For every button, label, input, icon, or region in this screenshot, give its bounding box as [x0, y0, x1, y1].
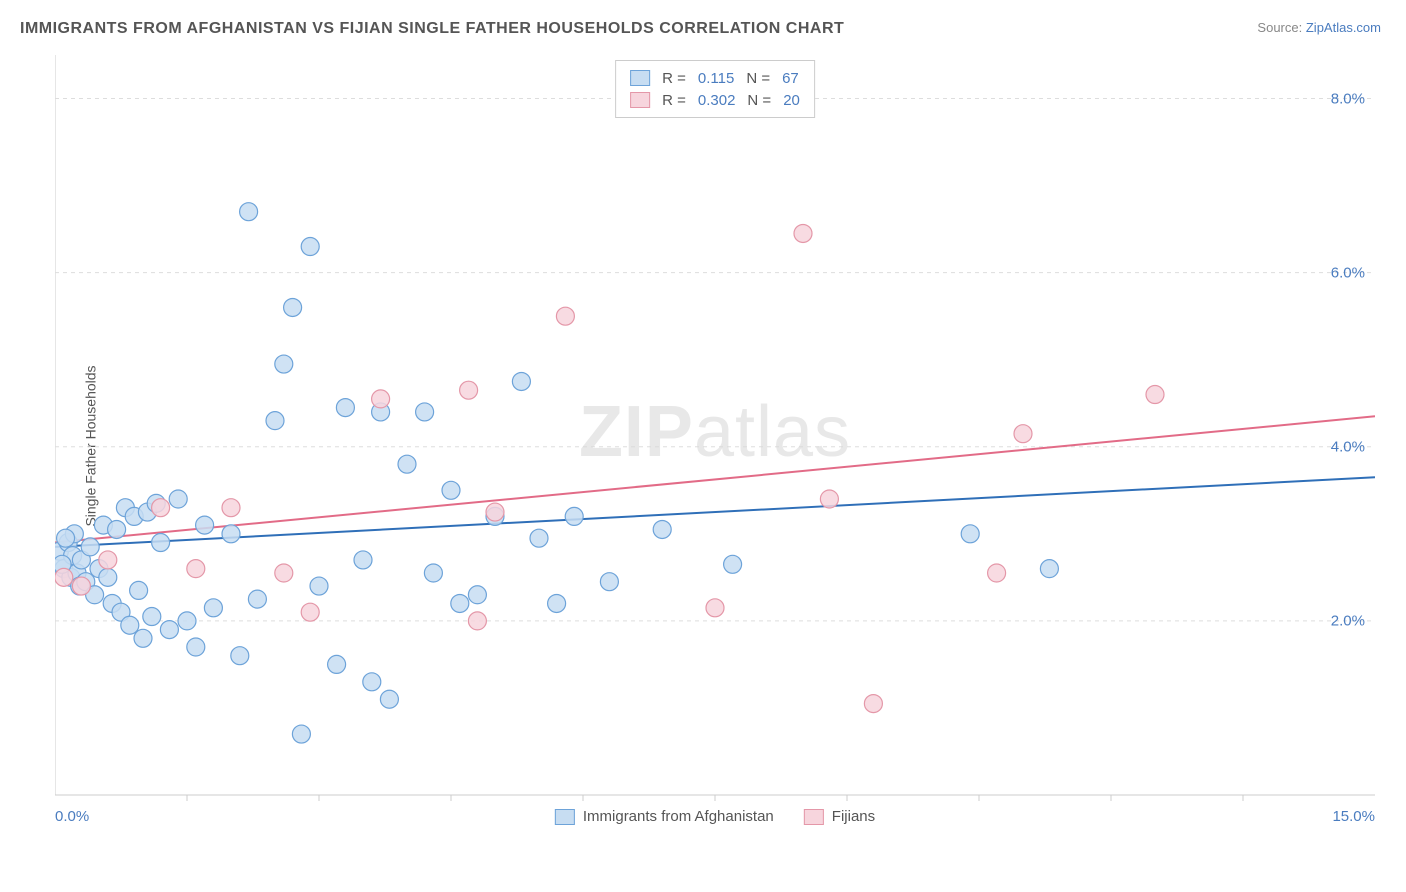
data-point [468, 586, 486, 604]
data-point [99, 551, 117, 569]
data-point [442, 481, 460, 499]
data-point [301, 238, 319, 256]
data-point [275, 355, 293, 373]
data-point [169, 490, 187, 508]
data-point [130, 581, 148, 599]
data-point [57, 529, 75, 547]
data-point [134, 629, 152, 647]
data-point [468, 612, 486, 630]
legend-item: Immigrants from Afghanistan [555, 808, 774, 825]
data-point [706, 599, 724, 617]
data-point [55, 568, 73, 586]
data-point [794, 224, 812, 242]
data-point [108, 520, 126, 538]
data-point [310, 577, 328, 595]
data-point [143, 608, 161, 626]
data-point [160, 621, 178, 639]
data-point [301, 603, 319, 621]
data-point [363, 673, 381, 691]
data-point [460, 381, 478, 399]
data-point [204, 599, 222, 617]
data-point [266, 412, 284, 430]
data-point [565, 507, 583, 525]
data-point [152, 534, 170, 552]
data-point [451, 594, 469, 612]
y-tick-label: 4.0% [1331, 438, 1365, 455]
data-point [1146, 386, 1164, 404]
data-point [81, 538, 99, 556]
data-point [556, 307, 574, 325]
chart-container: IMMIGRANTS FROM AFGHANISTAN VS FIJIAN SI… [0, 0, 1406, 892]
chart-area: ZIPatlas R =0.115N =67R =0.302N =20 Immi… [55, 55, 1375, 825]
data-point [530, 529, 548, 547]
data-point [99, 568, 117, 586]
data-point [1040, 560, 1058, 578]
legend-correlation: R =0.115N =67R =0.302N =20 [615, 60, 815, 118]
data-point [372, 390, 390, 408]
y-tick-label: 6.0% [1331, 264, 1365, 281]
data-point [416, 403, 434, 421]
legend-series: Immigrants from Afghanistan Fijians [555, 808, 875, 825]
data-point [354, 551, 372, 569]
data-point [600, 573, 618, 591]
y-tick-label: 8.0% [1331, 90, 1365, 107]
x-axis-min-label: 0.0% [55, 808, 89, 825]
legend-row: R =0.302N =20 [630, 89, 800, 111]
data-point [248, 590, 266, 608]
data-point [724, 555, 742, 573]
legend-item: Fijians [804, 808, 875, 825]
data-point [187, 560, 205, 578]
data-point [187, 638, 205, 656]
data-point [424, 564, 442, 582]
data-point [380, 690, 398, 708]
data-point [240, 203, 258, 221]
data-point [988, 564, 1006, 582]
data-point [121, 616, 139, 634]
y-tick-label: 2.0% [1331, 612, 1365, 629]
data-point [653, 520, 671, 538]
chart-title: IMMIGRANTS FROM AFGHANISTAN VS FIJIAN SI… [20, 20, 844, 38]
data-point [275, 564, 293, 582]
data-point [152, 499, 170, 517]
x-axis-max-label: 15.0% [1332, 808, 1375, 825]
data-point [820, 490, 838, 508]
legend-swatch [555, 809, 575, 825]
scatter-chart-svg [55, 55, 1375, 825]
legend-row: R =0.115N =67 [630, 67, 800, 89]
legend-swatch [630, 70, 650, 86]
legend-swatch [804, 809, 824, 825]
data-point [336, 399, 354, 417]
data-point [398, 455, 416, 473]
source-link[interactable]: ZipAtlas.com [1306, 20, 1381, 35]
source-label: Source: ZipAtlas.com [1257, 20, 1381, 35]
data-point [486, 503, 504, 521]
data-point [328, 655, 346, 673]
data-point [512, 372, 530, 390]
data-point [548, 594, 566, 612]
data-point [231, 647, 249, 665]
data-point [1014, 425, 1032, 443]
data-point [72, 577, 90, 595]
legend-swatch [630, 92, 650, 108]
data-point [292, 725, 310, 743]
data-point [961, 525, 979, 543]
data-point [222, 499, 240, 517]
data-point [178, 612, 196, 630]
data-point [864, 695, 882, 713]
data-point [196, 516, 214, 534]
data-point [284, 298, 302, 316]
data-point [222, 525, 240, 543]
